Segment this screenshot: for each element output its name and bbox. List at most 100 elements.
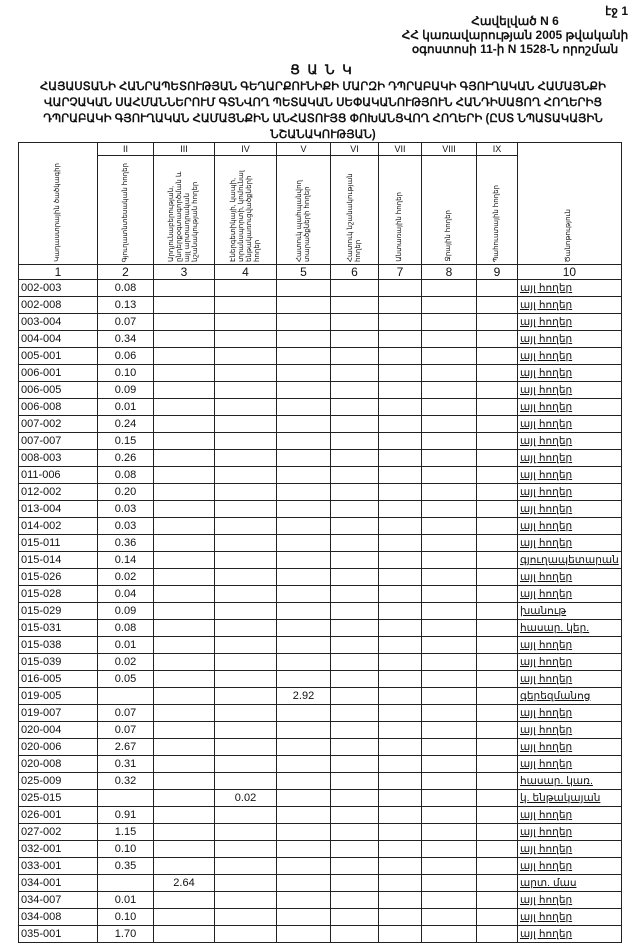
note-cell: այլ հողեր [517,738,622,756]
area-cell: 0.09 [97,381,154,399]
note-cell: այլ հողեր [517,568,622,586]
note-cell: այլ հողեր [517,347,622,365]
area-cell [276,653,331,671]
area-cell: 0.08 [97,619,154,637]
note-cell: այլ հողեր [517,806,622,824]
cadastral-code: 020-006 [18,738,98,756]
area-cell: 0.24 [97,415,154,433]
area-cell [214,517,277,535]
area-cell [421,721,477,739]
area-cell [421,398,477,416]
header-label-row: Գյուղատնտեսական հողեր Արդյունաբերության, … [19,155,622,265]
area-cell [214,925,277,943]
area-cell [378,823,422,841]
area-cell [214,738,277,756]
area-cell: 0.31 [97,755,154,773]
cadastral-code: 034-008 [18,908,98,926]
area-cell [378,330,422,348]
cadastral-code: 015-011 [18,534,98,552]
cadastral-code: 035-001 [18,925,98,943]
area-cell [476,585,518,603]
area-cell [330,925,379,943]
note-cell: այլ հողեր [517,330,622,348]
area-cell [214,585,277,603]
cadastral-code: 033-001 [18,857,98,875]
area-cell [421,585,477,603]
column-header: Կադաստրային ծածկագիր [18,142,98,265]
area-cell [214,296,277,314]
column-label: Անտառային հողեր [396,192,403,262]
area-cell [476,466,518,484]
area-cell [378,568,422,586]
area-cell [330,381,379,399]
area-cell [276,364,331,382]
area-cell [421,449,477,467]
column-header: Ծանոթություն [517,142,622,265]
area-cell [153,670,215,688]
column-number: 3 [153,264,215,280]
note-cell: այլ հողեր [517,823,622,841]
area-cell [421,517,477,535]
cadastral-code: 015-028 [18,585,98,603]
area-cell [330,449,379,467]
note-cell: խանութ [517,602,622,620]
area-cell [214,891,277,909]
table-row: 020-004 0.07 այլ հողեր [18,721,622,739]
area-cell [214,313,277,331]
table-row: 015-039 0.02 այլ հողեր [18,653,622,671]
note-cell: այլ հողեր [517,585,622,603]
column-label: Ջրային հողեր [445,210,452,262]
table-row: 025-015 0.02 կ. ենթակայան [18,789,622,807]
area-cell [378,364,422,382]
area-cell [378,398,422,416]
area-cell [153,840,215,858]
column-header: Հատուկ պահպանվող տարածքների հողեր [276,155,331,265]
cadastral-code: 002-008 [18,296,98,314]
cadastral-code: 016-005 [18,670,98,688]
area-cell [276,908,331,926]
area-cell: 0.10 [97,840,154,858]
area-cell [214,483,277,501]
area-cell [476,381,518,399]
area-cell [214,755,277,773]
area-cell [214,330,277,348]
cadastral-code: 015-038 [18,636,98,654]
area-cell [214,279,277,297]
column-label: Էներգետիկայի, կապի, տրանսպորտի, կոմունալ… [229,170,261,262]
area-cell [330,823,379,841]
area-cell: 0.07 [97,313,154,331]
column-number: 8 [421,264,477,280]
area-cell: 0.15 [97,432,154,450]
cadastral-code: 007-002 [18,415,98,433]
area-cell [476,296,518,314]
area-cell: 0.08 [97,279,154,297]
note-cell: այլ հողեր [517,279,622,297]
note-cell: այլ հողեր [517,534,622,552]
area-cell: 1.70 [97,925,154,943]
table-row: 033-001 0.35 այլ հողեր [18,857,622,875]
area-cell [276,551,331,569]
area-cell [276,296,331,314]
note-cell: արտ. մաս [517,874,622,892]
area-cell [378,619,422,637]
area-cell [476,347,518,365]
area-cell: 0.10 [97,364,154,382]
area-cell [421,653,477,671]
cadastral-code: 005-001 [18,347,98,365]
area-cell: 2.67 [97,738,154,756]
cadastral-code: 025-009 [18,772,98,790]
area-cell [378,602,422,620]
area-cell [276,738,331,756]
area-cell [214,687,277,705]
area-cell: 0.32 [97,772,154,790]
area-cell [214,840,277,858]
area-cell [378,483,422,501]
cadastral-code: 008-003 [18,449,98,467]
area-cell [330,891,379,909]
column-roman: IX [476,142,518,156]
annex-line: ՀՀ կառավարության 2005 թվականի [401,28,629,42]
cadastral-code: 003-004 [18,313,98,331]
note-cell: այլ հողեր [517,857,622,875]
table-row: 015-038 0.01 այլ հողեր [18,636,622,654]
area-cell [97,874,154,892]
